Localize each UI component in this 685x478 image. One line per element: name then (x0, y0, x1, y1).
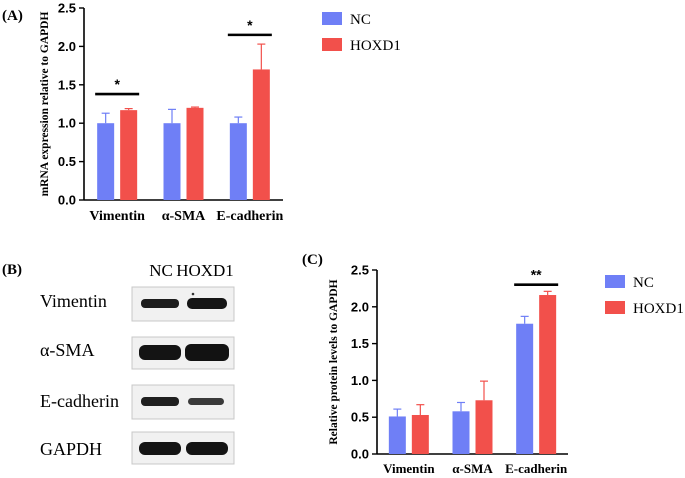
band-gapdh-hoxd1 (186, 442, 228, 455)
bar-hoxd1-1 (475, 400, 493, 454)
blot-speck (191, 292, 195, 296)
y-tick-label: 2.5 (351, 263, 369, 278)
bar-nc-1 (163, 123, 181, 200)
x-category-label: E-cadherin (216, 209, 283, 224)
y-tick-label: 1.5 (58, 77, 76, 92)
legend-label-hoxd1: HOXD1 (633, 301, 684, 317)
blot-row-label-e-cadherin: E-cadherin (40, 391, 119, 411)
band-vimentin-hoxd1 (187, 298, 227, 309)
panel-c-label: (C) (302, 252, 323, 268)
western-blot: NC HOXD1 Vimentin α-SMA E-cadherin GAPDH (40, 261, 235, 465)
legend-swatch-nc (605, 275, 625, 288)
y-tick-label: 2.0 (58, 39, 76, 54)
significance-label: * (247, 17, 253, 33)
significance-label: ** (531, 267, 542, 283)
y-tick-label: 1.0 (58, 116, 76, 131)
band-alpha-sma-hoxd1 (185, 344, 229, 361)
band-vimentin-nc (141, 299, 179, 308)
x-category-label: E-cadherin (505, 461, 568, 476)
band-alpha-sma-nc (139, 345, 181, 360)
bar-nc-0 (97, 123, 115, 200)
bar-hoxd1-2 (252, 69, 270, 200)
band-gapdh-nc (139, 442, 181, 455)
y-tick-label: 0.0 (58, 193, 76, 208)
bar-hoxd1-0 (120, 110, 138, 200)
panel-a-label: (A) (2, 8, 23, 24)
y-tick-label: 1.0 (351, 373, 369, 388)
legend-label-hoxd1: HOXD1 (350, 38, 401, 54)
significance-label: * (114, 76, 120, 92)
legend-swatch-hoxd1 (322, 38, 342, 51)
bar-nc-0 (388, 416, 406, 454)
bar-nc-2 (229, 123, 247, 200)
band-e-cadherin-nc (141, 397, 179, 406)
bar-hoxd1-1 (186, 107, 204, 200)
bar-hoxd1-2 (539, 295, 557, 454)
y-tick-label: 2.5 (58, 1, 76, 16)
panel-b-label: (B) (2, 262, 22, 278)
legend-swatch-hoxd1 (605, 301, 625, 314)
x-category-label: Vimentin (89, 209, 145, 224)
x-category-label: α-SMA (162, 209, 206, 224)
legend-swatch-nc (322, 12, 342, 25)
y-axis-label: mRNA expression relative to GAPDH (39, 12, 51, 197)
y-tick-label: 1.5 (351, 336, 369, 351)
y-tick-label: 0.0 (351, 447, 369, 462)
legend-label-nc: NC (350, 12, 371, 28)
chart-a: 0.0 0.5 1.0 1.5 2.0 2.5 mRNA expression relati… (39, 1, 401, 225)
bar-nc-2 (516, 323, 534, 454)
blot-header-nc: NC (149, 261, 173, 280)
y-tick-label: 0.5 (351, 410, 369, 425)
band-e-cadherin-hoxd1 (188, 398, 224, 405)
x-category-label: α-SMA (452, 461, 493, 476)
chart-c: 0.0 0.5 1.0 1.5 2.0 2.5 Relative protein level… (328, 263, 684, 477)
bar-hoxd1-0 (411, 414, 429, 454)
bar-nc-1 (452, 411, 470, 454)
y-tick-label: 0.5 (58, 154, 76, 169)
x-category-label: Vimentin (383, 461, 435, 476)
legend-label-nc: NC (633, 275, 654, 291)
y-tick-label: 2.0 (351, 299, 369, 314)
blot-row-label-alpha-sma: α-SMA (40, 340, 94, 360)
y-axis-label: Relative protein levels to GAPDH (328, 279, 340, 444)
blot-row-label-gapdh: GAPDH (40, 439, 102, 459)
blot-header-hoxd1: HOXD1 (176, 261, 234, 280)
blot-row-label-vimentin: Vimentin (40, 291, 107, 311)
